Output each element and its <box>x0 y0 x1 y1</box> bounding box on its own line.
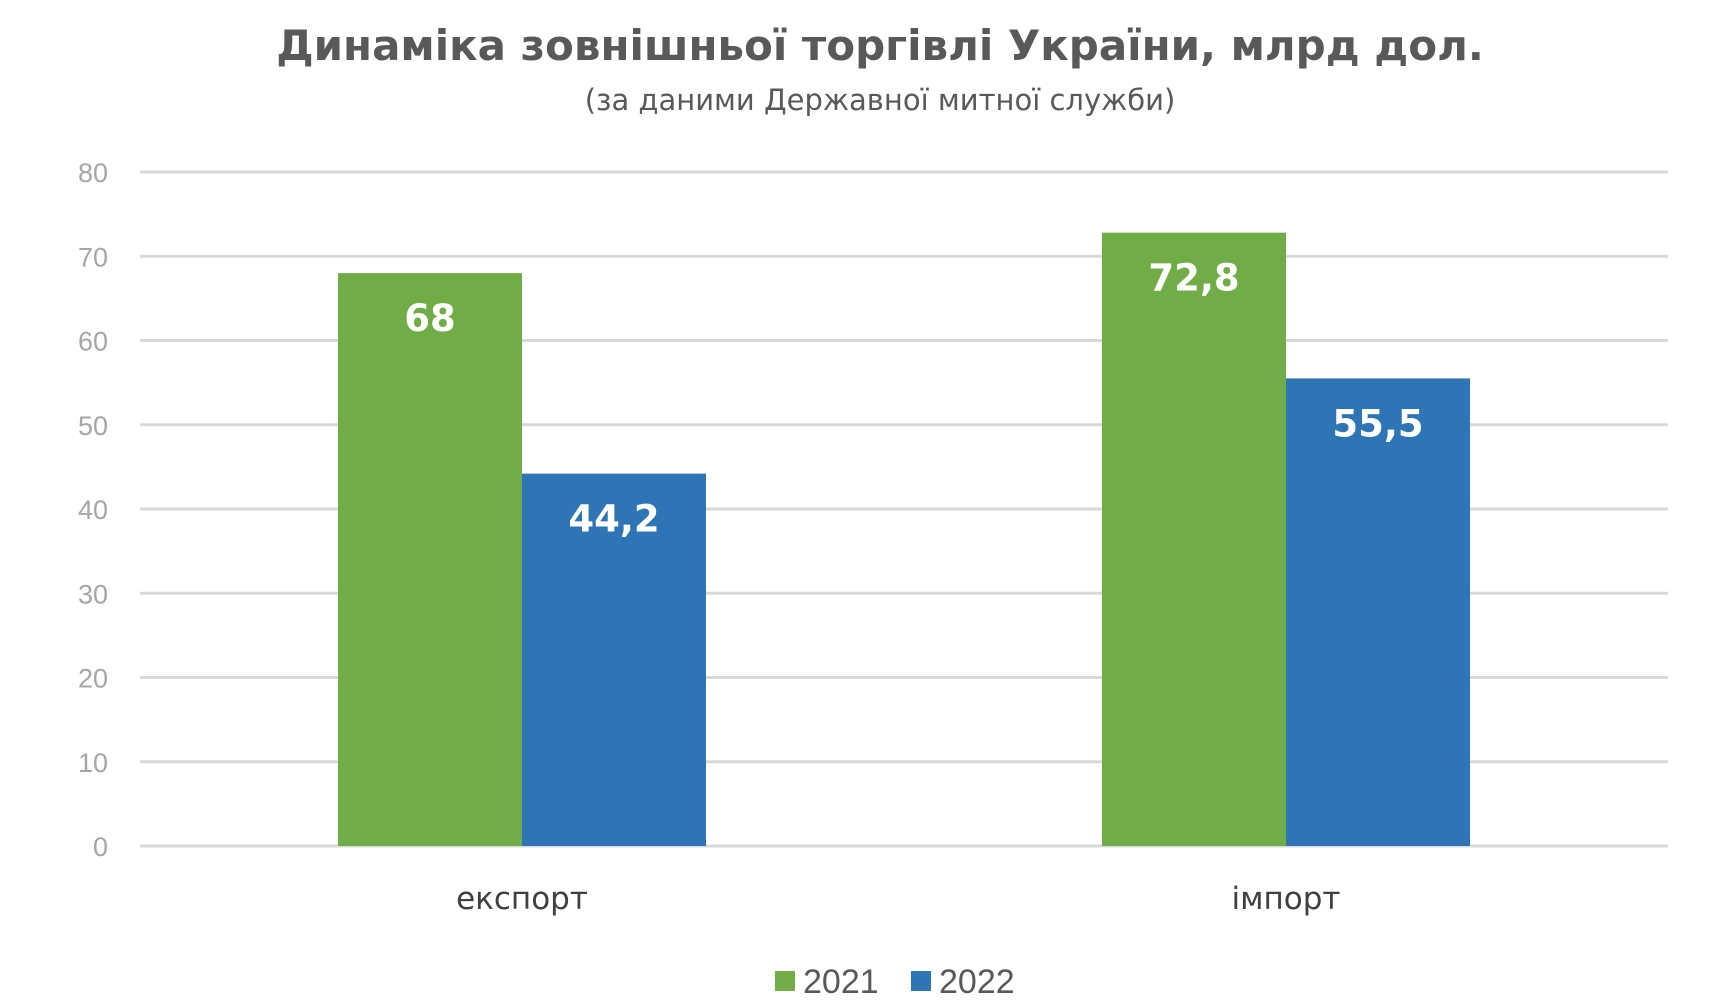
bar-2021 <box>338 273 522 847</box>
y-tick-label: 20 <box>78 664 108 694</box>
y-axis-ticks: 0 10 20 30 40 50 60 70 80 <box>78 158 108 862</box>
bars <box>338 232 1470 847</box>
chart-title: Динаміка зовнішньої торгівлі України, мл… <box>276 21 1484 70</box>
data-label: 44,2 <box>568 498 659 541</box>
data-label: 68 <box>404 297 456 340</box>
y-tick-label: 70 <box>78 242 108 272</box>
legend: 2021 2022 <box>775 963 1015 1001</box>
y-tick-label: 40 <box>78 495 108 525</box>
y-tick-label: 80 <box>78 158 108 188</box>
legend-swatch-2021 <box>775 971 795 991</box>
legend-label: 2022 <box>939 963 1015 1001</box>
y-tick-label: 60 <box>78 327 108 357</box>
legend-swatch-2022 <box>911 971 931 991</box>
y-tick-label: 50 <box>78 411 108 441</box>
x-axis-ticks: експорт імпорт <box>456 881 1340 917</box>
data-labels: 68 44,2 72,8 55,5 <box>404 257 1423 541</box>
y-tick-label: 10 <box>78 748 108 778</box>
x-tick-label: експорт <box>456 881 588 917</box>
bar-2022 <box>1286 378 1470 846</box>
legend-label: 2021 <box>803 963 879 1001</box>
y-tick-label: 0 <box>93 832 108 862</box>
bar-2022 <box>522 473 706 846</box>
data-label: 55,5 <box>1332 402 1423 445</box>
chart-subtitle: (за даними Державної митної служби) <box>585 83 1176 117</box>
y-tick-label: 30 <box>78 579 108 609</box>
x-tick-label: імпорт <box>1232 881 1341 917</box>
bar-2021 <box>1102 232 1286 846</box>
data-label: 72,8 <box>1148 257 1239 300</box>
